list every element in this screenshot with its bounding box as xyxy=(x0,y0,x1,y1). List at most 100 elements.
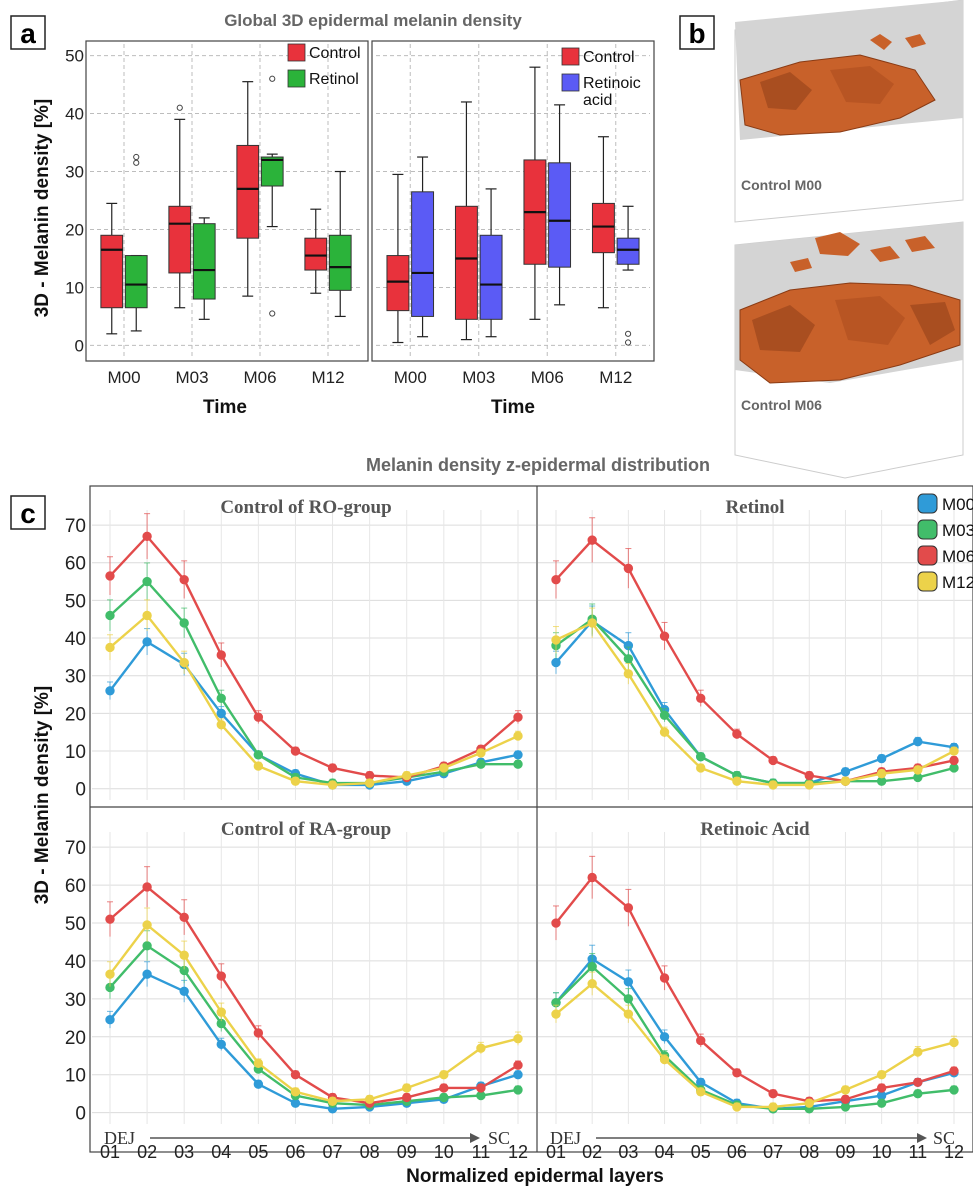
data-point-m00 xyxy=(623,977,634,987)
data-point-m12 xyxy=(364,1094,375,1105)
data-point-m03 xyxy=(949,1085,959,1095)
data-point-m06 xyxy=(513,712,523,722)
box-retinoic-acid xyxy=(411,191,435,317)
x-tick-label: 01 xyxy=(100,1142,120,1162)
data-point-m00 xyxy=(179,986,189,996)
data-point-m06 xyxy=(327,763,338,773)
data-point-m12 xyxy=(768,780,778,790)
series-line-m06 xyxy=(109,885,519,1105)
x-tick-label: 09 xyxy=(835,1142,855,1162)
data-point-m12 xyxy=(476,748,486,758)
data-point-m06 xyxy=(142,531,152,542)
data-point-m06 xyxy=(949,755,959,766)
data-point-m06 xyxy=(732,729,742,739)
data-point-m00 xyxy=(513,750,523,760)
data-point-m12 xyxy=(253,1058,264,1069)
data-point-m06 xyxy=(513,1060,523,1070)
series-line-m12 xyxy=(555,982,955,1109)
data-point-m06 xyxy=(551,918,561,928)
data-point-m03 xyxy=(659,710,670,720)
x-tick-label: M12 xyxy=(311,368,344,387)
dej-sc-arrow-left: DEJ SC xyxy=(104,1128,510,1148)
x-tick-label: 07 xyxy=(763,1142,783,1162)
data-point-m03 xyxy=(179,618,189,628)
outlier-point xyxy=(624,339,632,346)
subtitle-retinol: Retinol xyxy=(725,497,784,518)
data-point-m03 xyxy=(142,576,152,587)
y-tick-label: 40 xyxy=(65,105,84,124)
data-point-m03 xyxy=(696,751,706,762)
data-point-m03 xyxy=(623,654,634,664)
legend-label: M12 xyxy=(942,573,973,592)
data-point-m12 xyxy=(402,1083,412,1093)
data-point-m06 xyxy=(876,1083,887,1093)
y-tick-label: 50 xyxy=(65,914,86,935)
data-point-m00 xyxy=(105,686,115,696)
render-label-top: Control M00 xyxy=(741,177,822,193)
data-point-m06 xyxy=(253,712,264,722)
legend-label: acid xyxy=(583,92,612,109)
data-point-m12 xyxy=(804,780,814,790)
y-tick-label: 10 xyxy=(65,1066,86,1087)
box-retinoic-acid xyxy=(548,162,572,268)
data-point-m12 xyxy=(327,780,338,790)
data-point-m12 xyxy=(327,1096,338,1106)
y-tick-label: 70 xyxy=(65,516,86,537)
legend-label: M06 xyxy=(942,547,973,566)
legend-label: Control xyxy=(309,45,361,62)
x-tick-label: M00 xyxy=(394,368,427,387)
xlabel-c: Normalized epidermal layers xyxy=(406,1166,664,1187)
data-point-m06 xyxy=(179,912,189,923)
data-point-m12 xyxy=(732,776,742,786)
legend-label: Retinol xyxy=(309,71,359,88)
outlier-point xyxy=(133,153,140,161)
data-point-m06 xyxy=(804,770,814,781)
data-point-m00 xyxy=(659,1032,670,1042)
y-tick-label: 30 xyxy=(65,163,84,182)
line-panel-c-top-left: 0 10 20 30 40 50 60 70 xyxy=(65,510,536,801)
x-tick-label: 10 xyxy=(872,1142,892,1162)
data-point-m06 xyxy=(840,1094,851,1105)
data-point-m00 xyxy=(105,1015,115,1025)
x-tick-label: 03 xyxy=(618,1142,638,1162)
box-retinol xyxy=(192,223,216,300)
data-point-m12 xyxy=(623,669,634,679)
y-tick-label: 50 xyxy=(65,47,84,66)
y-tick-label: 0 xyxy=(75,336,84,355)
x-tick-label: 05 xyxy=(691,1142,711,1162)
box-retinol xyxy=(124,255,148,309)
title-a: Global 3D epidermal melanin density xyxy=(224,11,522,30)
line-grid-frame xyxy=(89,485,973,1153)
y-tick-label: 50 xyxy=(65,591,86,612)
data-point-m00 xyxy=(142,969,152,979)
data-point-m06 xyxy=(551,574,561,585)
x-tick-label: M03 xyxy=(175,368,208,387)
dej-sc-arrow-right: DEJ SC xyxy=(550,1128,955,1148)
data-point-m06 xyxy=(179,574,189,585)
data-point-m06 xyxy=(913,1077,923,1087)
box-panel-left-frame xyxy=(85,40,369,362)
ylabel-a: 3D - Melanin density [%] xyxy=(32,99,53,318)
data-point-m06 xyxy=(587,872,597,883)
x-tick-label: 09 xyxy=(397,1142,417,1162)
data-point-m12 xyxy=(696,763,706,773)
data-point-m03 xyxy=(876,1098,887,1108)
sc-label-left: SC xyxy=(488,1128,510,1148)
data-point-m06 xyxy=(216,650,226,660)
render-label-bottom: Control M06 xyxy=(741,397,822,413)
legend-label: Control xyxy=(583,49,635,66)
x-tick-label: 12 xyxy=(944,1142,964,1162)
sc-label-right: SC xyxy=(933,1128,955,1148)
data-point-m06 xyxy=(587,535,597,545)
subtitle-control-ra: Control of RA-group xyxy=(221,819,391,840)
data-point-m12 xyxy=(768,1102,778,1112)
y-tick-label: 20 xyxy=(65,220,84,239)
data-point-m00 xyxy=(216,708,226,719)
data-point-m12 xyxy=(402,770,412,781)
data-point-m06 xyxy=(142,882,152,892)
data-point-m12 xyxy=(949,1037,959,1048)
box-control xyxy=(236,144,260,239)
data-point-m00 xyxy=(840,767,851,777)
y-tick-label: 0 xyxy=(75,780,86,801)
